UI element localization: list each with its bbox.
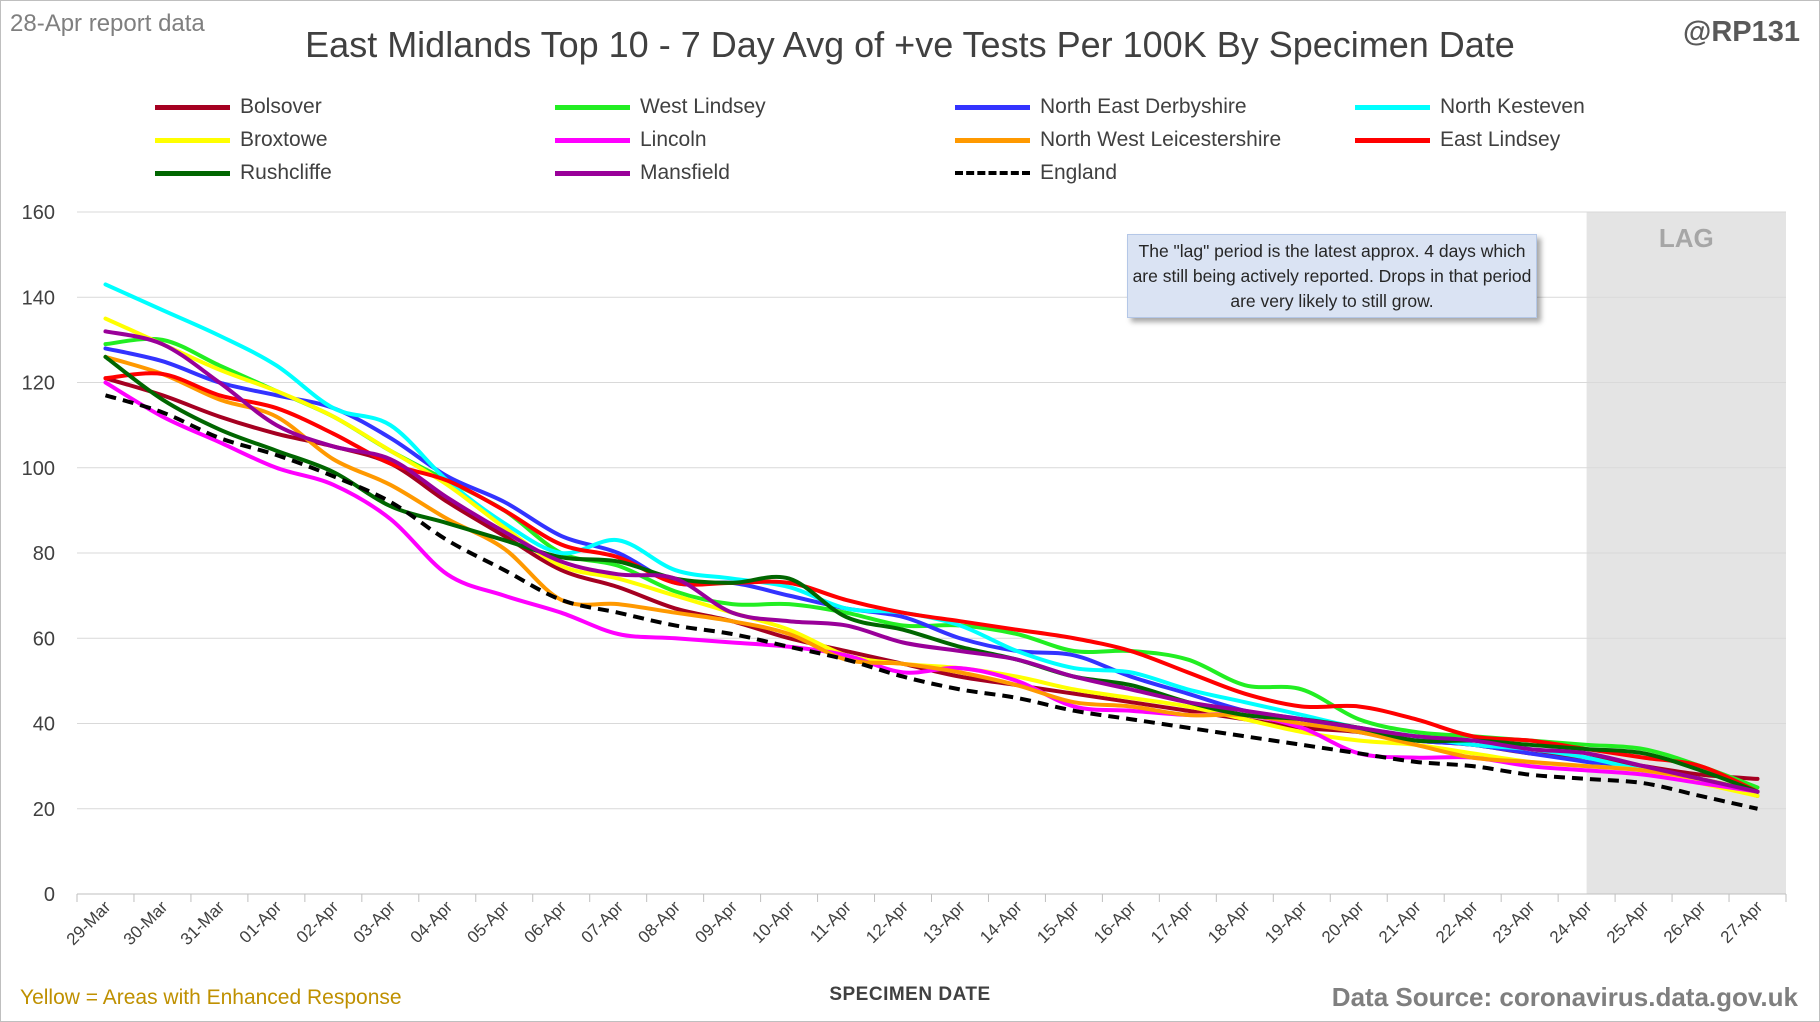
legend-item: North West Leicestershire — [955, 125, 1281, 155]
y-tick-label: 40 — [33, 714, 55, 736]
series-line-north-west-leicestershire — [103, 354, 1760, 794]
x-tick-label: 25-Apr — [1603, 897, 1653, 947]
legend-swatch — [555, 104, 630, 110]
y-tick-label: 20 — [33, 799, 55, 821]
legend-swatch — [555, 137, 630, 143]
legend-item: North Kesteven — [1355, 92, 1585, 122]
y-tick-label: 80 — [33, 543, 55, 565]
legend-item: England — [955, 158, 1117, 188]
series-line-bolsover — [103, 376, 1760, 781]
x-tick-label: 03-Apr — [350, 897, 400, 947]
legend-swatch — [155, 137, 230, 143]
legend-label: North West Leicestershire — [1040, 128, 1282, 151]
x-tick-label: 30-Mar — [120, 897, 172, 949]
legend-item: North East Derbyshire — [955, 92, 1247, 122]
report-date: 28-Apr report data — [10, 10, 205, 37]
x-tick-label: 14-Apr — [976, 897, 1026, 947]
x-tick-label: 05-Apr — [464, 897, 514, 947]
x-tick-label: 19-Apr — [1261, 897, 1311, 947]
x-tick-label: 24-Apr — [1546, 897, 1596, 947]
x-tick-label: 31-Mar — [177, 897, 229, 949]
legend-label: West Lindsey — [640, 95, 766, 118]
y-tick-label: 60 — [33, 628, 55, 650]
chart-title: East Midlands Top 10 - 7 Day Avg of +ve … — [305, 24, 1515, 65]
enhanced-response-footnote: Yellow = Areas with Enhanced Response — [20, 986, 402, 1009]
legend-label: North East Derbyshire — [1040, 95, 1247, 118]
x-tick-label: 10-Apr — [748, 897, 798, 947]
series-line-north-kesteven — [103, 282, 1760, 794]
legend-label: East Lindsey — [1440, 128, 1561, 151]
legend-swatch — [1355, 104, 1430, 110]
y-tick-label: 0 — [44, 884, 55, 906]
x-tick-label: 09-Apr — [691, 897, 741, 947]
chart-legend: Bolsover West Lindsey North East Derbyshir… — [155, 92, 1755, 192]
lag-label: LAG — [1659, 223, 1714, 253]
series-line-west-lindsey — [103, 336, 1760, 790]
legend-swatch — [955, 137, 1030, 143]
legend-item: Lincoln — [555, 125, 707, 155]
legend-swatch — [955, 104, 1030, 110]
series-line-east-lindsey — [103, 371, 1760, 794]
legend-swatch — [955, 171, 1030, 175]
data-source: Data Source: coronavirus.data.gov.uk — [1331, 982, 1798, 1012]
x-tick-label: 27-Apr — [1717, 897, 1767, 947]
x-tick-label: 17-Apr — [1147, 897, 1197, 947]
series-line-rushcliffe — [103, 354, 1760, 794]
legend-swatch — [155, 170, 230, 176]
x-tick-label: 29-Mar — [63, 897, 115, 949]
x-tick-label: 07-Apr — [577, 897, 627, 947]
legend-swatch — [1355, 137, 1430, 143]
x-tick-label: 13-Apr — [919, 897, 969, 947]
x-tick-label: 12-Apr — [862, 897, 912, 947]
legend-label: Lincoln — [640, 128, 707, 151]
y-tick-label: 100 — [22, 458, 55, 480]
x-tick-label: 15-Apr — [1033, 897, 1083, 947]
x-tick-label: 18-Apr — [1204, 897, 1254, 947]
x-tick-label: 21-Apr — [1375, 897, 1425, 947]
legend-label: Bolsover — [240, 95, 322, 118]
legend-item: Rushcliffe — [155, 158, 332, 188]
x-tick-label: 08-Apr — [634, 897, 684, 947]
legend-label: Rushcliffe — [240, 161, 332, 184]
legend-label: England — [1040, 161, 1118, 184]
x-tick-label: 22-Apr — [1432, 897, 1482, 947]
legend-item: Bolsover — [155, 92, 322, 122]
series-line-england — [104, 393, 1758, 811]
legend-label: Broxtowe — [240, 128, 328, 151]
legend-swatch — [155, 104, 230, 110]
lag-annotation-box: The "lag" period is the latest approx. 4… — [1127, 234, 1537, 318]
legend-item: Mansfield — [555, 158, 730, 188]
legend-item: West Lindsey — [555, 92, 766, 122]
x-tick-label: 01-Apr — [236, 897, 286, 947]
x-tick-label: 04-Apr — [407, 897, 457, 947]
legend-label: North Kesteven — [1440, 95, 1585, 118]
author-handle: @RP131 — [1683, 16, 1800, 48]
legend-label: Mansfield — [640, 161, 730, 184]
legend-item: Broxtowe — [155, 125, 328, 155]
legend-item: East Lindsey — [1355, 125, 1560, 155]
y-tick-label: 120 — [22, 373, 55, 395]
x-tick-label: 16-Apr — [1090, 897, 1140, 947]
x-tick-label: 11-Apr — [806, 897, 855, 946]
x-tick-label: 23-Apr — [1489, 897, 1539, 947]
y-tick-label: 160 — [22, 202, 55, 224]
x-tick-label: 26-Apr — [1660, 897, 1710, 947]
series-line-mansfield — [103, 329, 1760, 794]
y-tick-label: 140 — [22, 287, 55, 309]
x-axis-title: SPECIMEN DATE — [829, 984, 991, 1005]
x-tick-label: 06-Apr — [521, 897, 571, 947]
x-tick-label: 02-Apr — [293, 897, 343, 947]
x-tick-label: 20-Apr — [1318, 897, 1368, 947]
legend-swatch — [555, 170, 630, 176]
series-line-broxtowe — [103, 316, 1760, 798]
